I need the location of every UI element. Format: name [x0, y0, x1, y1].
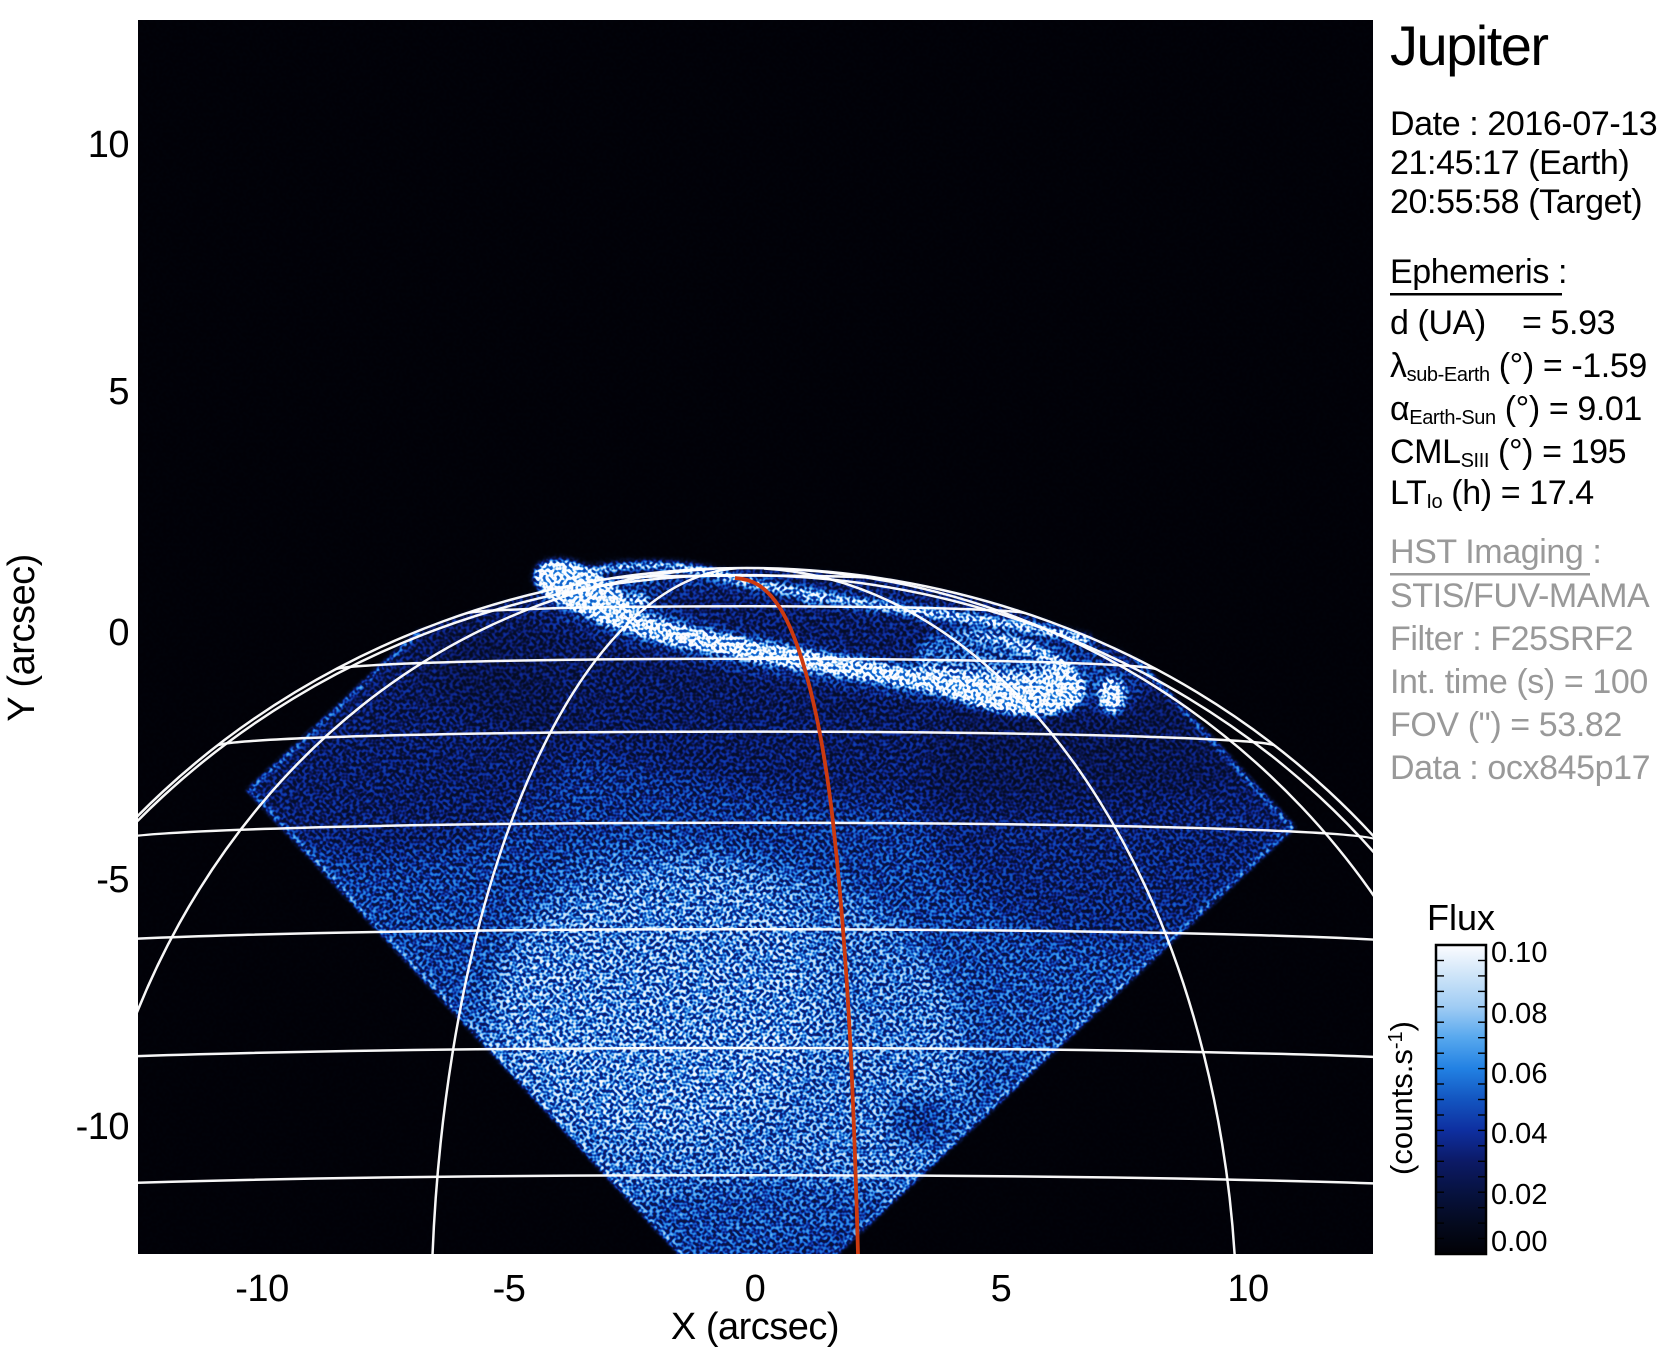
svg-text:d (UA) = 5.93: d (UA) = 5.93	[1390, 304, 1615, 342]
svg-text:-5: -5	[96, 859, 129, 901]
svg-text:20:55:58 (Target): 20:55:58 (Target)	[1390, 183, 1642, 221]
svg-text:Jupiter: Jupiter	[1390, 14, 1548, 77]
svg-text:Int. time (s) = 100: Int. time (s) = 100	[1390, 663, 1648, 701]
svg-text:LTIo (h) = 17.4: LTIo (h) = 17.4	[1390, 474, 1594, 513]
svg-text:X (arcsec): X (arcsec)	[671, 1306, 839, 1348]
svg-text:0.06: 0.06	[1491, 1058, 1547, 1090]
svg-text:5: 5	[108, 371, 129, 413]
svg-text:5: 5	[991, 1268, 1012, 1310]
svg-text:10: 10	[88, 124, 129, 166]
svg-text:0.02: 0.02	[1491, 1179, 1547, 1211]
svg-text:0.08: 0.08	[1491, 998, 1547, 1030]
svg-text:Ephemeris :: Ephemeris :	[1390, 253, 1567, 291]
svg-text:STIS/FUV-MAMA: STIS/FUV-MAMA	[1390, 577, 1650, 615]
svg-text:FOV (") = 53.82: FOV (") = 53.82	[1390, 706, 1622, 744]
svg-text:0: 0	[745, 1268, 766, 1310]
svg-text:0.00: 0.00	[1491, 1226, 1547, 1258]
svg-text:Data : ocx845p17: Data : ocx845p17	[1390, 749, 1650, 787]
svg-text:-10: -10	[76, 1106, 129, 1148]
svg-text:10: 10	[1227, 1268, 1268, 1310]
svg-text:Date : 2016-07-13: Date : 2016-07-13	[1390, 105, 1657, 143]
svg-text:0.04: 0.04	[1491, 1118, 1547, 1150]
svg-text:21:45:17 (Earth): 21:45:17 (Earth)	[1390, 144, 1629, 182]
svg-text:-5: -5	[493, 1268, 526, 1310]
svg-text:0: 0	[108, 612, 129, 654]
svg-text:0.10: 0.10	[1491, 937, 1547, 969]
svg-text:Filter : F25SRF2: Filter : F25SRF2	[1390, 620, 1633, 658]
svg-text:-10: -10	[235, 1268, 288, 1310]
svg-text:Flux: Flux	[1427, 897, 1495, 938]
svg-text:HST Imaging :: HST Imaging :	[1390, 533, 1601, 571]
svg-text:Y (arcsec): Y (arcsec)	[1, 554, 43, 721]
svg-text:CMLSIII (°) = 195: CMLSIII (°) = 195	[1390, 433, 1626, 472]
